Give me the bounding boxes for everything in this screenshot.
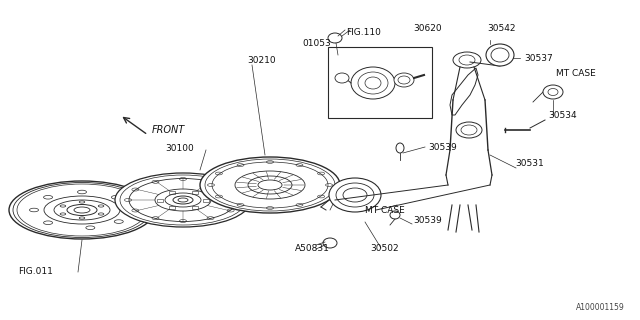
Bar — [168, 206, 175, 209]
Ellipse shape — [453, 52, 481, 68]
Ellipse shape — [115, 173, 251, 227]
Ellipse shape — [328, 33, 342, 43]
Bar — [191, 206, 198, 209]
Text: FIG.011: FIG.011 — [18, 268, 53, 276]
Ellipse shape — [323, 238, 337, 248]
Text: MT CASE: MT CASE — [556, 68, 596, 77]
Text: 30620: 30620 — [413, 23, 442, 33]
Text: 30537: 30537 — [524, 53, 553, 62]
Ellipse shape — [396, 143, 404, 153]
Ellipse shape — [335, 73, 349, 83]
Text: FRONT: FRONT — [152, 125, 185, 135]
Text: 30542: 30542 — [487, 23, 515, 33]
Bar — [328, 47, 432, 118]
Text: 30539: 30539 — [413, 215, 442, 225]
Text: 30210: 30210 — [247, 55, 276, 65]
Ellipse shape — [390, 211, 400, 219]
Ellipse shape — [456, 122, 482, 138]
Ellipse shape — [486, 44, 514, 66]
Text: 30531: 30531 — [515, 158, 544, 167]
Text: 01053: 01053 — [302, 38, 331, 47]
Text: 30100: 30100 — [165, 143, 194, 153]
Bar — [168, 191, 175, 194]
Ellipse shape — [543, 85, 563, 99]
Text: 30539: 30539 — [428, 142, 457, 151]
Ellipse shape — [394, 73, 414, 87]
Polygon shape — [450, 68, 478, 115]
Ellipse shape — [351, 67, 395, 99]
Ellipse shape — [9, 181, 155, 239]
Bar — [203, 198, 209, 202]
Bar — [157, 198, 163, 202]
Text: 30534: 30534 — [548, 110, 577, 119]
Bar — [191, 191, 198, 194]
Ellipse shape — [200, 157, 340, 213]
Text: A50831: A50831 — [295, 244, 330, 252]
Text: MT CASE: MT CASE — [365, 205, 404, 214]
Text: A100001159: A100001159 — [576, 303, 625, 312]
Text: FIG.110: FIG.110 — [346, 28, 381, 36]
Text: 30502: 30502 — [370, 244, 399, 252]
Ellipse shape — [329, 178, 381, 212]
